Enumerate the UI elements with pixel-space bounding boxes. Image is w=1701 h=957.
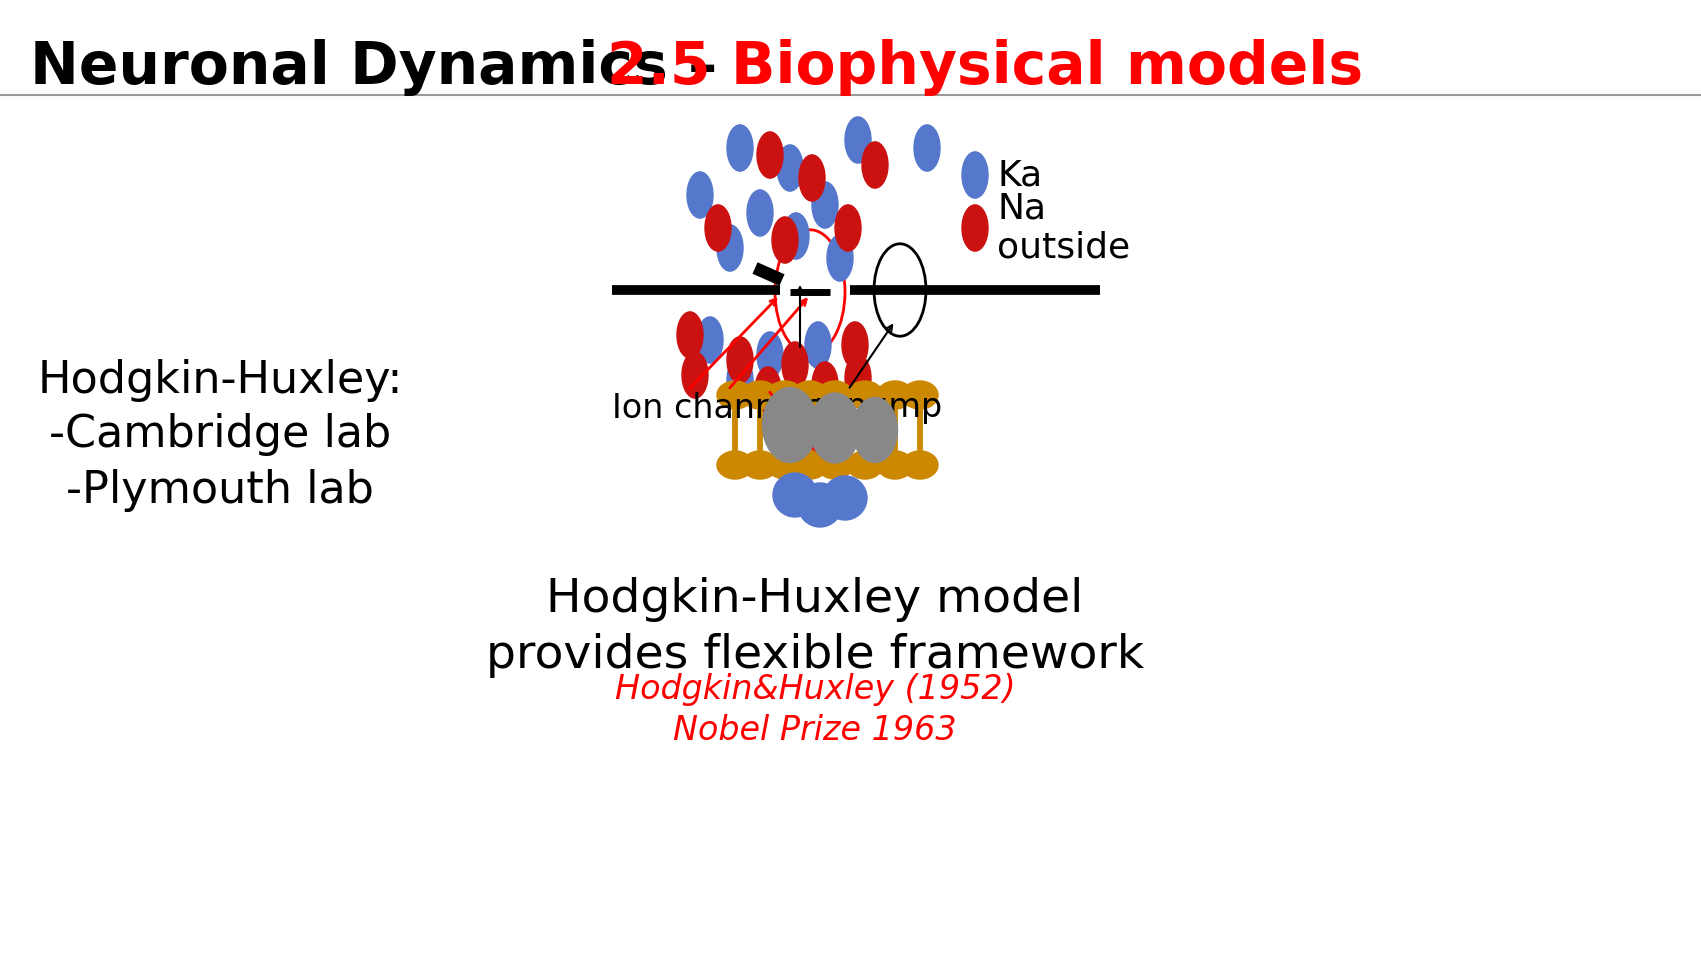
Ellipse shape [816,381,852,409]
Ellipse shape [793,381,828,409]
Ellipse shape [835,205,861,251]
Ellipse shape [757,332,782,378]
Ellipse shape [726,357,754,403]
Text: Hodgkin&Huxley (1952): Hodgkin&Huxley (1952) [614,674,1015,706]
Ellipse shape [742,451,777,479]
Text: -Cambridge lab: -Cambridge lab [49,413,391,456]
Ellipse shape [823,476,868,520]
Ellipse shape [742,381,777,409]
Ellipse shape [811,362,839,408]
Ellipse shape [755,367,781,413]
Ellipse shape [902,451,937,479]
Text: Ion pump: Ion pump [784,391,942,425]
Ellipse shape [852,397,898,462]
Ellipse shape [878,451,913,479]
Ellipse shape [847,381,883,409]
Ellipse shape [762,388,818,462]
Ellipse shape [747,189,772,236]
Ellipse shape [718,381,754,409]
Ellipse shape [845,355,871,401]
Ellipse shape [704,205,731,251]
Ellipse shape [777,145,803,191]
Text: Hodgkin-Huxley model: Hodgkin-Huxley model [546,577,1084,622]
Ellipse shape [845,117,871,163]
Ellipse shape [697,317,723,363]
Ellipse shape [772,217,798,263]
Ellipse shape [726,337,754,383]
Ellipse shape [767,451,803,479]
Ellipse shape [793,451,828,479]
Ellipse shape [772,473,816,517]
Ellipse shape [677,312,703,358]
Ellipse shape [726,125,754,171]
Ellipse shape [816,451,852,479]
Ellipse shape [913,125,941,171]
Text: Ka: Ka [997,158,1043,192]
Text: Nobel Prize 1963: Nobel Prize 1963 [674,714,956,746]
Ellipse shape [963,205,988,251]
Ellipse shape [963,152,988,198]
Ellipse shape [718,225,743,271]
Ellipse shape [799,155,825,201]
Ellipse shape [902,381,937,409]
Text: Na
outside: Na outside [997,191,1129,265]
Ellipse shape [810,393,861,463]
Ellipse shape [757,132,782,178]
Ellipse shape [811,182,839,228]
Ellipse shape [805,322,832,368]
Text: Ion channels: Ion channels [612,391,823,425]
Text: 2.5 Biophysical models: 2.5 Biophysical models [607,39,1363,97]
Text: provides flexible framework: provides flexible framework [486,633,1145,678]
Ellipse shape [798,483,842,527]
Ellipse shape [847,451,883,479]
Ellipse shape [782,212,810,259]
Text: -Plymouth lab: -Plymouth lab [66,469,374,511]
Ellipse shape [878,381,913,409]
Ellipse shape [687,172,713,218]
Ellipse shape [782,342,808,389]
Ellipse shape [767,381,803,409]
Ellipse shape [842,322,868,368]
Ellipse shape [682,352,708,398]
Text: Hodgkin-Huxley:: Hodgkin-Huxley: [37,359,403,402]
Ellipse shape [862,142,888,189]
Ellipse shape [874,244,925,336]
Ellipse shape [718,451,754,479]
Ellipse shape [827,234,852,281]
Text: Neuronal Dynamics –: Neuronal Dynamics – [31,39,759,97]
